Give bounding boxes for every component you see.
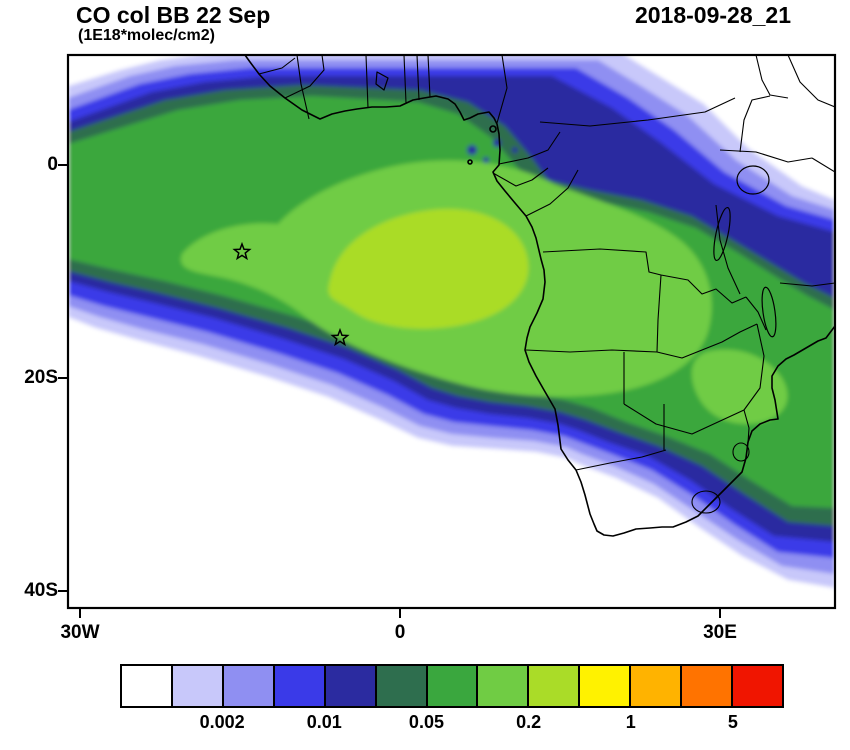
- x-tick-label-30w: 30W: [60, 622, 100, 643]
- plot-frame: [66, 53, 837, 610]
- colorbar-cell: [172, 666, 224, 706]
- lake-malawi: [761, 286, 777, 338]
- y-tick-label-40s: 40S: [24, 580, 58, 601]
- colorbar-tick-label: 1: [625, 712, 636, 732]
- plot-units-label: (1E18*molec/cm2): [78, 27, 215, 44]
- colorbar-cell: [325, 666, 377, 706]
- colorbar-tick-label: 0.05: [408, 712, 444, 732]
- colorbar-labels: 0.002 0.01 0.05 0.2 1 5: [120, 712, 784, 736]
- contour-field: [68, 55, 835, 608]
- lake-volta: [375, 71, 389, 91]
- colorbar-cell: [529, 666, 581, 706]
- border-lines-west: [258, 55, 736, 217]
- lake-tanganyika: [713, 206, 731, 262]
- colorbar-tick-label: 0.2: [516, 712, 542, 732]
- x-tick-label-30e: 30E: [703, 622, 737, 643]
- country-borders: [258, 55, 835, 514]
- colorbar-cell: [631, 666, 683, 706]
- coastline: [244, 55, 835, 537]
- geography: [244, 55, 835, 537]
- axis-ticks: [58, 164, 721, 618]
- contour-spot: [512, 147, 518, 153]
- contour-level-8: [328, 208, 529, 329]
- colorbar-cell: [427, 666, 479, 706]
- colorbar-cells: [120, 664, 784, 708]
- island-bioko: [489, 125, 497, 133]
- plot-timestamp: 2018-09-28_21: [634, 2, 791, 28]
- contour-level-7b: [691, 349, 788, 424]
- contour-spot: [483, 157, 489, 163]
- border-swaziland: [732, 442, 750, 462]
- colorbar-tick-label: 5: [727, 712, 738, 732]
- colorbar-cell: [580, 666, 632, 706]
- y-tick-label-0: 0: [47, 154, 58, 175]
- colorbar-cell: [733, 666, 782, 706]
- colorbar-cell: [478, 666, 530, 706]
- star-marker: [232, 241, 252, 261]
- colorbar-tick-label: 0.002: [199, 712, 245, 732]
- lake-victoria: [736, 165, 770, 195]
- colorbar-cell: [122, 666, 173, 706]
- x-tick-label-0: 0: [394, 622, 406, 643]
- colorbar-cell: [223, 666, 275, 706]
- border-lines-south: [525, 55, 835, 471]
- y-tick-label-20s: 20S: [24, 367, 58, 388]
- star-markers: [232, 241, 350, 347]
- border-lesotho: [691, 490, 721, 514]
- plot-title: CO col BB 22 Sep: [76, 2, 271, 28]
- star-marker: [330, 327, 350, 347]
- colorbar-tick-label: 0.01: [306, 712, 342, 732]
- contour-spot: [467, 145, 477, 155]
- colorbar-cell: [274, 666, 326, 706]
- island-sao-tome: [467, 159, 473, 165]
- colorbar-cell: [682, 666, 734, 706]
- colorbar-cell: [376, 666, 428, 706]
